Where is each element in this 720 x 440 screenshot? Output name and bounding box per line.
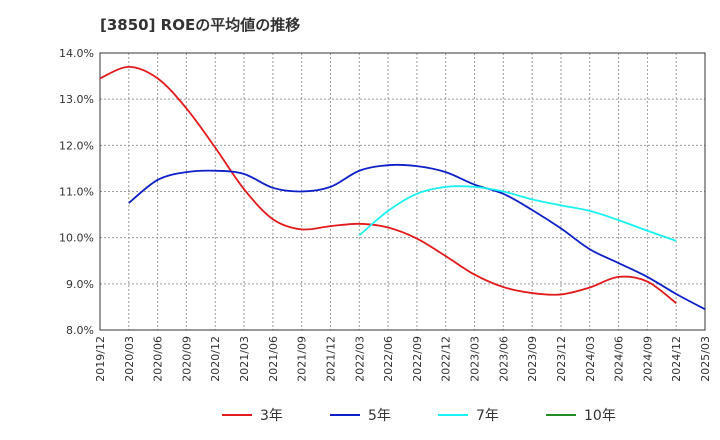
x-tick-label: 2020/09 [180, 336, 193, 382]
legend-label-2: 7年 [476, 408, 499, 424]
x-tick-label: 2024/06 [613, 336, 626, 382]
x-tick-label: 2022/12 [440, 336, 453, 382]
plot-frame [99, 52, 706, 331]
x-tick-label: 2019/12 [94, 336, 107, 382]
grid-layer [100, 53, 705, 330]
series-line-1 [128, 163, 706, 311]
x-tick-label: 2024/09 [641, 336, 654, 382]
x-tick-label: 2020/06 [152, 336, 165, 382]
y-tick-label: 11.0% [59, 186, 94, 199]
x-tick-label: 2023/09 [526, 336, 539, 382]
legend: 3年 5年 7年 10年 [222, 408, 616, 424]
x-tick-label: 2023/06 [497, 336, 510, 382]
y-tick-label: 13.0% [59, 93, 94, 106]
legend-label-1: 5年 [368, 408, 391, 424]
series-layer [99, 65, 706, 311]
x-tick-label: 2025/03 [699, 336, 712, 382]
y-tick-label: 14.0% [59, 47, 94, 60]
x-tick-label: 2024/03 [584, 336, 597, 382]
series-line-2 [358, 185, 677, 242]
x-tick-label: 2022/06 [382, 336, 395, 382]
y-tick-label: 12.0% [59, 139, 94, 152]
x-tick-label: 2021/03 [238, 336, 251, 382]
x-tick-label: 2021/12 [324, 336, 337, 382]
x-tick-label: 2024/12 [670, 336, 683, 382]
y-tick-label: 9.0% [66, 278, 94, 291]
x-tick-label: 2020/12 [209, 336, 222, 382]
y-tick-label: 10.0% [59, 232, 94, 245]
x-tick-label: 2020/03 [123, 336, 136, 382]
x-tick-label: 2023/12 [555, 336, 568, 382]
x-tick-label: 2021/09 [296, 336, 309, 382]
legend-label-0: 3年 [260, 408, 283, 424]
y-axis: 8.0% 9.0% 10.0% 11.0% 12.0% 13.0% 14.0% [59, 47, 94, 337]
chart-title: [3850] ROEの平均値の推移 [100, 16, 300, 34]
legend-label-3: 10年 [584, 408, 616, 424]
x-tick-label: 2022/09 [411, 336, 424, 382]
x-tick-label: 2023/03 [469, 336, 482, 382]
x-axis: 2019/12 2020/03 2020/06 2020/09 2020/12 2021/… [94, 336, 712, 382]
series-line-0 [99, 65, 677, 304]
y-tick-label: 8.0% [66, 324, 94, 337]
x-tick-label: 2022/03 [353, 336, 366, 382]
x-tick-label: 2021/06 [267, 336, 280, 382]
